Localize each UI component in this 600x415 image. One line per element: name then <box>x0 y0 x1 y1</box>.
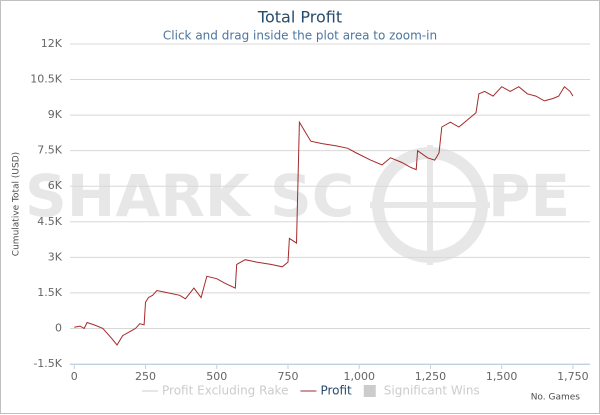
x-tick-label: 250 <box>135 370 156 383</box>
legend-item[interactable]: Profit <box>300 384 352 398</box>
legend-label: Profit Excluding Rake <box>162 384 288 398</box>
y-tick-label: 6K <box>48 179 63 192</box>
chart-subtitle: Click and drag inside the plot area to z… <box>163 29 437 43</box>
x-tick-label: 500 <box>206 370 227 383</box>
x-tick-label: 1,000 <box>343 370 375 383</box>
y-tick-label: 7.5K <box>37 144 62 157</box>
x-tick-label: 0 <box>71 370 78 383</box>
profit-line <box>74 85 574 346</box>
chart-title: Total Profit <box>257 8 342 27</box>
y-tick-label: 4.5K <box>37 215 62 228</box>
y-tick-label: 0 <box>55 321 62 334</box>
watermark-text: PE <box>488 162 570 230</box>
y-tick-label: 12K <box>41 37 63 50</box>
legend-item[interactable]: Profit Excluding Rake <box>142 384 288 398</box>
x-tick-label: 750 <box>277 370 298 383</box>
watermark: SHARK SC PE <box>25 145 570 265</box>
x-tick-label: 1,750 <box>557 370 589 383</box>
x-tick-label: 1,250 <box>415 370 447 383</box>
y-tick-label: 10.5K <box>30 73 62 86</box>
y-tick-label: 3K <box>48 250 63 263</box>
x-axis-title: No. Games <box>531 393 581 403</box>
y-tick-label: 1.5K <box>37 286 62 299</box>
y-tick-label: 9K <box>48 108 63 121</box>
watermark-text: SHARK SC <box>25 162 354 230</box>
legend-label: Significant Wins <box>384 384 480 398</box>
x-tick-label: 1,500 <box>486 370 518 383</box>
y-axis-title: Cumulative Total (USD) <box>12 152 22 256</box>
y-tick-label: -1.5K <box>33 357 62 370</box>
legend-symbol <box>363 385 376 397</box>
legend-label: Profit <box>320 384 352 398</box>
legend-item[interactable]: Significant Wins <box>363 384 480 398</box>
